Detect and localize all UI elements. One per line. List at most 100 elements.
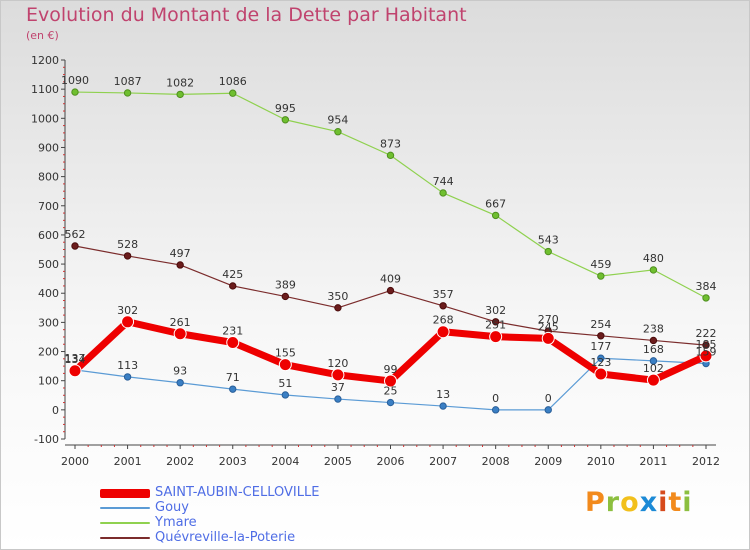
data-label-series-2: 744 (433, 175, 454, 188)
data-point-series-0 (278, 358, 292, 372)
data-label-series-0: 99 (384, 363, 398, 376)
data-label-series-3: 350 (327, 290, 348, 303)
data-label-series-3: 270 (538, 313, 559, 326)
data-label-series-0: 268 (433, 314, 454, 327)
x-tick-label: 2011 (639, 455, 667, 468)
data-label-series-1: 177 (590, 340, 611, 353)
data-point-series-2 (597, 272, 605, 280)
data-point-series-2 (702, 294, 710, 302)
legend-swatch-quevreville (100, 537, 150, 539)
x-tick-label: 2001 (114, 455, 142, 468)
data-point-series-3 (229, 282, 237, 290)
data-point-series-0 (173, 327, 187, 341)
y-tick-label: 1100 (31, 83, 59, 96)
data-label-series-1: 159 (696, 345, 717, 358)
data-label-series-0: 261 (170, 316, 191, 329)
chart-subtitle: (en €) (26, 29, 59, 42)
data-point-series-0 (68, 364, 82, 378)
data-label-series-0: 123 (590, 356, 611, 369)
data-label-series-0: 102 (643, 362, 664, 375)
y-tick-label: 600 (38, 229, 59, 242)
y-tick-label: 1200 (31, 54, 59, 67)
data-point-series-0 (331, 368, 345, 382)
x-tick-label: 2009 (534, 455, 562, 468)
data-point-series-2 (649, 266, 658, 274)
data-point-series-0 (541, 331, 555, 345)
data-label-series-1: 0 (545, 392, 552, 405)
data-point-series-2 (386, 151, 395, 160)
data-point-series-1 (229, 385, 237, 393)
data-label-series-0: 245 (538, 320, 559, 333)
legend-label-ymare: Ymare (155, 515, 197, 530)
y-tick-label: 0 (52, 404, 59, 417)
data-label-series-2: 995 (275, 102, 296, 115)
data-point-series-3 (597, 332, 605, 340)
data-label-series-2: 1086 (219, 75, 247, 88)
x-tick-label: 2002 (166, 455, 194, 468)
legend-label-quevreville: Quévreville-la-Poterie (155, 530, 296, 545)
data-point-series-2 (229, 89, 237, 97)
data-label-series-3: 222 (696, 327, 717, 340)
data-label-series-3: 389 (275, 278, 296, 291)
data-point-series-0 (699, 349, 713, 363)
data-label-series-2: 480 (643, 252, 664, 265)
data-point-series-3 (439, 302, 447, 310)
data-point-series-1 (386, 398, 395, 407)
legend-swatch-gouy (100, 507, 150, 509)
data-label-series-2: 667 (485, 197, 506, 210)
y-tick-label: 200 (38, 346, 59, 359)
data-label-series-2: 954 (327, 114, 348, 127)
data-point-series-0 (489, 330, 503, 344)
x-tick-label: 2003 (219, 455, 247, 468)
data-label-series-1: 13 (436, 388, 450, 401)
data-point-series-1 (597, 354, 605, 362)
legend-label-saint-aubin: SAINT-AUBIN-CELLOVILLE (155, 485, 320, 500)
data-label-series-1: 113 (117, 359, 138, 372)
data-label-series-0: 302 (117, 304, 138, 317)
x-tick-label: 2006 (377, 455, 405, 468)
y-tick-label: 500 (38, 258, 59, 271)
data-label-series-2: 1087 (114, 75, 142, 88)
x-tick-label: 2008 (482, 455, 510, 468)
data-label-series-0: 251 (485, 319, 506, 332)
data-label-series-3: 562 (65, 228, 86, 241)
data-point-series-3 (334, 304, 342, 312)
data-point-series-0 (226, 336, 240, 350)
legend-label-gouy: Gouy (155, 500, 189, 515)
data-label-series-3: 425 (222, 268, 243, 281)
x-tick-label: 2007 (429, 455, 457, 468)
data-label-series-3: 528 (117, 238, 138, 251)
data-label-series-1: 137 (65, 352, 86, 365)
data-label-series-3: 254 (590, 318, 611, 331)
data-label-series-0: 134 (65, 353, 86, 366)
y-tick-label: 700 (38, 200, 59, 213)
data-label-series-1: 93 (173, 365, 187, 378)
data-point-series-0 (594, 367, 608, 381)
data-label-series-2: 459 (590, 258, 611, 271)
data-point-series-3 (176, 261, 184, 269)
data-point-series-2 (71, 88, 79, 96)
y-tick-label: 100 (38, 375, 59, 388)
data-point-series-0 (646, 373, 660, 387)
x-tick-label: 2005 (324, 455, 352, 468)
data-label-series-2: 543 (538, 234, 559, 247)
chart-title: Evolution du Montant de la Dette par Hab… (26, 4, 467, 26)
legend-swatch-saint-aubin (100, 488, 150, 498)
data-label-series-2: 873 (380, 137, 401, 150)
data-point-series-2 (544, 247, 552, 256)
data-point-series-2 (334, 128, 342, 136)
data-label-series-1: 37 (331, 381, 345, 394)
data-point-series-3 (386, 286, 395, 295)
data-point-series-0 (436, 325, 450, 339)
data-point-series-1 (123, 373, 132, 381)
data-point-series-1 (281, 391, 290, 399)
data-point-series-0 (121, 315, 135, 329)
data-label-series-1: 168 (643, 343, 664, 356)
x-tick-label: 2004 (271, 455, 299, 468)
data-label-series-2: 1082 (166, 76, 194, 89)
data-label-series-2: 1090 (61, 74, 89, 87)
line-chart: -100010020030040050060070080090010001100… (31, 54, 720, 468)
y-tick-label: 400 (38, 287, 59, 300)
data-point-series-3 (123, 252, 132, 260)
data-point-series-3 (71, 242, 79, 250)
